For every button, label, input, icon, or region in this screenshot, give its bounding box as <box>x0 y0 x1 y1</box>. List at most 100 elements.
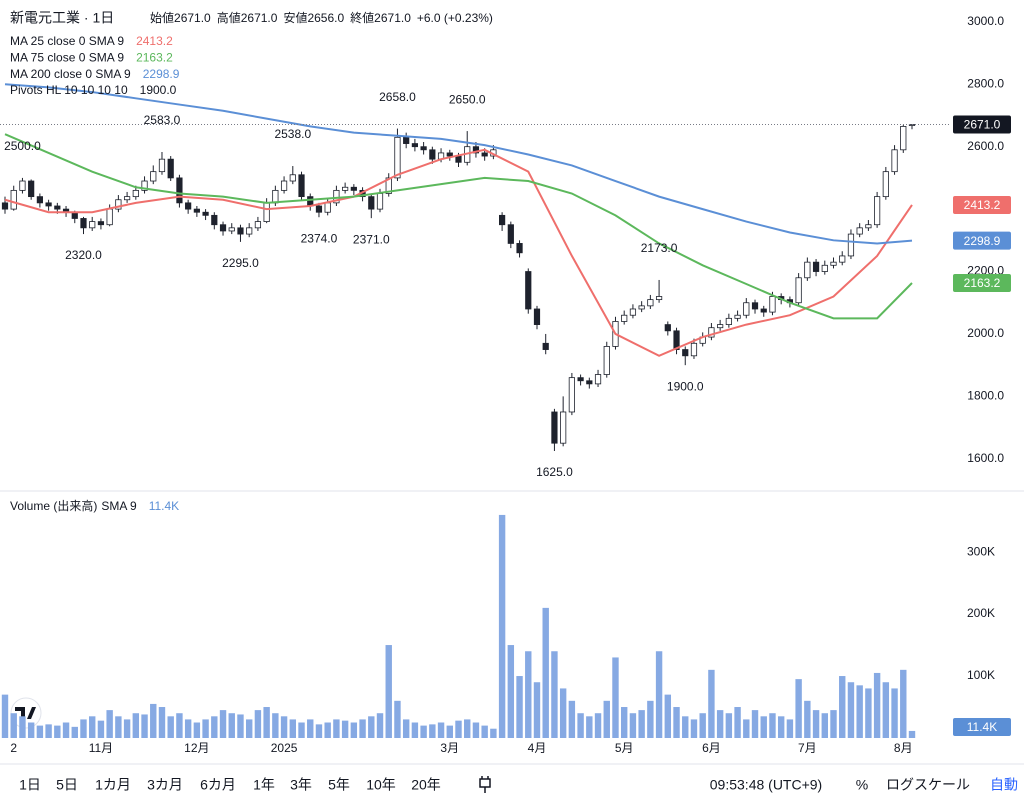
candle-body <box>315 205 323 213</box>
ohlc-value: 2656.0 <box>307 11 344 25</box>
volume-bar <box>97 720 105 738</box>
candle-body <box>403 136 410 144</box>
volume-bar <box>376 713 384 738</box>
volume-bar <box>158 707 166 738</box>
volume-bar <box>507 645 515 738</box>
volume-bar <box>184 719 192 738</box>
candle-body <box>446 152 453 157</box>
volume-bar <box>516 676 523 738</box>
candle-body <box>28 180 35 198</box>
candle-body <box>254 221 262 229</box>
range-button[interactable]: 5年 <box>328 777 350 793</box>
y-tick-label: 2600.0 <box>967 139 1004 153</box>
volume-bar <box>446 725 453 738</box>
volume-bar <box>245 719 253 738</box>
volume-bar <box>132 713 140 738</box>
candle-body <box>97 221 105 226</box>
candle-body <box>560 411 567 444</box>
candle-body <box>533 308 541 325</box>
candle-body <box>586 380 593 385</box>
y-tick-label: 200K <box>967 606 995 620</box>
volume-bar <box>498 514 506 738</box>
volume-bar <box>777 716 785 738</box>
range-button[interactable]: 1年 <box>253 777 275 793</box>
range-button[interactable]: 10年 <box>366 777 396 793</box>
log-button[interactable]: ログスケール <box>886 777 970 793</box>
candle-body <box>333 189 340 204</box>
candle-body <box>568 377 575 413</box>
candle-body <box>176 177 183 204</box>
volume-bar <box>71 726 78 738</box>
volume-bar <box>655 651 663 738</box>
volume-bar <box>115 716 122 738</box>
candle-body <box>577 377 584 382</box>
candle-body <box>420 146 427 151</box>
range-button[interactable]: 1日 <box>19 777 41 793</box>
candle-body <box>228 227 235 232</box>
volume-bar <box>324 722 331 738</box>
volume-bar <box>568 700 576 738</box>
chart-title: 新電元工業 · 1日 <box>10 10 114 26</box>
percent-button[interactable]: % <box>856 777 868 793</box>
candle-body <box>760 308 767 313</box>
volume-bar <box>80 719 87 738</box>
volume-bar <box>481 725 488 738</box>
ma-legend: MA 25 close 0 SMA 9 2413.2 <box>10 34 173 48</box>
volume-bar <box>298 722 305 738</box>
volume-legend: Volume (出来高) SMA 9 11.4K <box>10 499 179 513</box>
pivot-label: 2320.0 <box>65 248 102 262</box>
volume-bar <box>612 657 619 738</box>
candle-body <box>89 221 96 229</box>
range-button[interactable]: 3カ月 <box>147 777 183 793</box>
ma-name: MA 75 close 0 SMA 9 <box>10 51 124 65</box>
candle-body <box>516 243 523 254</box>
candle-body <box>246 227 253 235</box>
clock: 09:53:48 (UTC+9) <box>710 777 822 793</box>
ma-legend: MA 75 close 0 SMA 9 2163.2 <box>10 51 173 65</box>
candle-body <box>594 374 602 385</box>
candle-body <box>734 314 741 319</box>
volume-bar <box>420 725 427 738</box>
volume-bar <box>106 710 113 738</box>
candle-body <box>708 327 715 338</box>
pivot-label: 2538.0 <box>274 127 311 141</box>
range-button[interactable]: 1カ月 <box>95 777 131 793</box>
candle-body <box>324 202 331 213</box>
volume-bar <box>542 607 549 738</box>
candle-body <box>804 261 811 279</box>
volume-bar <box>176 713 183 738</box>
candle-body <box>10 189 17 210</box>
volume-bar <box>673 707 680 738</box>
volume-tag-label: 11.4K <box>967 720 997 734</box>
candle-body <box>751 302 759 310</box>
ma-line <box>4 83 913 245</box>
volume-bar <box>830 710 837 738</box>
candle-body <box>795 277 802 304</box>
range-button[interactable]: 3年 <box>290 777 312 793</box>
volume-bar <box>228 713 235 738</box>
pivot-label: 2374.0 <box>301 231 338 245</box>
candle-body <box>717 324 724 329</box>
pivot-label: 2650.0 <box>449 92 486 106</box>
volume-bar <box>865 688 872 738</box>
replay-icon[interactable] <box>479 776 491 793</box>
candle-body <box>1 202 9 210</box>
range-button[interactable]: 20年 <box>411 777 441 793</box>
volume-bar <box>350 722 358 738</box>
range-button[interactable]: 6カ月 <box>200 777 236 793</box>
candle-body <box>123 196 131 201</box>
ohlc-name: 高値 <box>217 10 241 25</box>
range-button[interactable]: 5日 <box>56 777 78 793</box>
ma-tag <box>953 274 1011 293</box>
volume-bar <box>193 722 201 738</box>
x-tick-label: 7月 <box>798 741 817 755</box>
volume-bar <box>769 713 776 738</box>
volume-bar <box>891 688 898 738</box>
ma-tag-label: 2298.9 <box>964 234 1001 248</box>
pivot-label: 2583.0 <box>144 113 181 127</box>
auto-button[interactable]: 自動 <box>990 777 1018 793</box>
volume-bar <box>394 700 401 738</box>
volume-bar <box>237 714 244 738</box>
ohlc-legend: 始値2671.0 高値2671.0 安値2656.0 終値2671.0 +6.0 (+0… <box>150 10 493 25</box>
